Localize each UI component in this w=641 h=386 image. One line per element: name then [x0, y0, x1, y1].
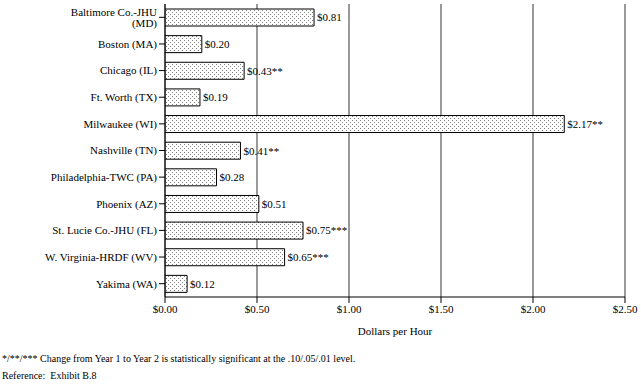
html-text:*/**/*** Change from Year 1 to: */**/*** Change from Year 1 to Year 2 is… [2, 353, 356, 364]
svg-text:Chicago (IL): Chicago (IL) [100, 64, 157, 77]
svg-text:$0.43**: $0.43** [247, 65, 283, 77]
svg-text:Baltimore Co.-JHU(MD): Baltimore Co.-JHU(MD) [71, 6, 157, 30]
svg-text:Phoenix (AZ): Phoenix (AZ) [96, 198, 157, 211]
svg-text:Philadelphia-TWC (PA): Philadelphia-TWC (PA) [51, 171, 158, 184]
svg-text:$0.20: $0.20 [205, 38, 230, 50]
svg-text:$1.00: $1.00 [337, 303, 362, 315]
svg-text:W. Virginia-HRDF (WV): W. Virginia-HRDF (WV) [45, 251, 157, 264]
svg-text:$0.65***: $0.65*** [288, 251, 329, 263]
svg-text:Ft. Worth (TX): Ft. Worth (TX) [91, 91, 158, 104]
svg-text:$1.50: $1.50 [429, 303, 454, 315]
svg-text:Dollars per Hour: Dollars per Hour [358, 325, 433, 337]
svg-text:Milwaukee (WI): Milwaukee (WI) [83, 118, 157, 131]
svg-text:Nashville (TN): Nashville (TN) [90, 144, 157, 157]
svg-text:$2.50: $2.50 [613, 303, 633, 315]
svg-text:$0.41**: $0.41** [243, 145, 279, 157]
svg-text:$0.50: $0.50 [245, 303, 270, 315]
svg-text:$2.00: $2.00 [521, 303, 546, 315]
svg-text:$0.12: $0.12 [190, 278, 215, 290]
svg-text:$0.51: $0.51 [262, 198, 287, 210]
svg-text:$0.75***: $0.75*** [306, 224, 347, 236]
html-text:Reference: Exhibit B.8: Reference: Exhibit B.8 [2, 370, 97, 381]
svg-text:Boston (MA): Boston (MA) [98, 38, 157, 51]
svg-text:$0.28: $0.28 [220, 171, 245, 183]
svg-text:$0.81: $0.81 [317, 11, 342, 23]
svg-text:$0.19: $0.19 [203, 91, 228, 103]
svg-text:$0.00: $0.00 [153, 303, 178, 315]
svg-text:Yakima (WA): Yakima (WA) [96, 278, 157, 291]
svg-text:St. Lucie Co.-JHU (FL): St. Lucie Co.-JHU (FL) [52, 224, 157, 237]
svg-text:$2.17**: $2.17** [567, 118, 603, 130]
